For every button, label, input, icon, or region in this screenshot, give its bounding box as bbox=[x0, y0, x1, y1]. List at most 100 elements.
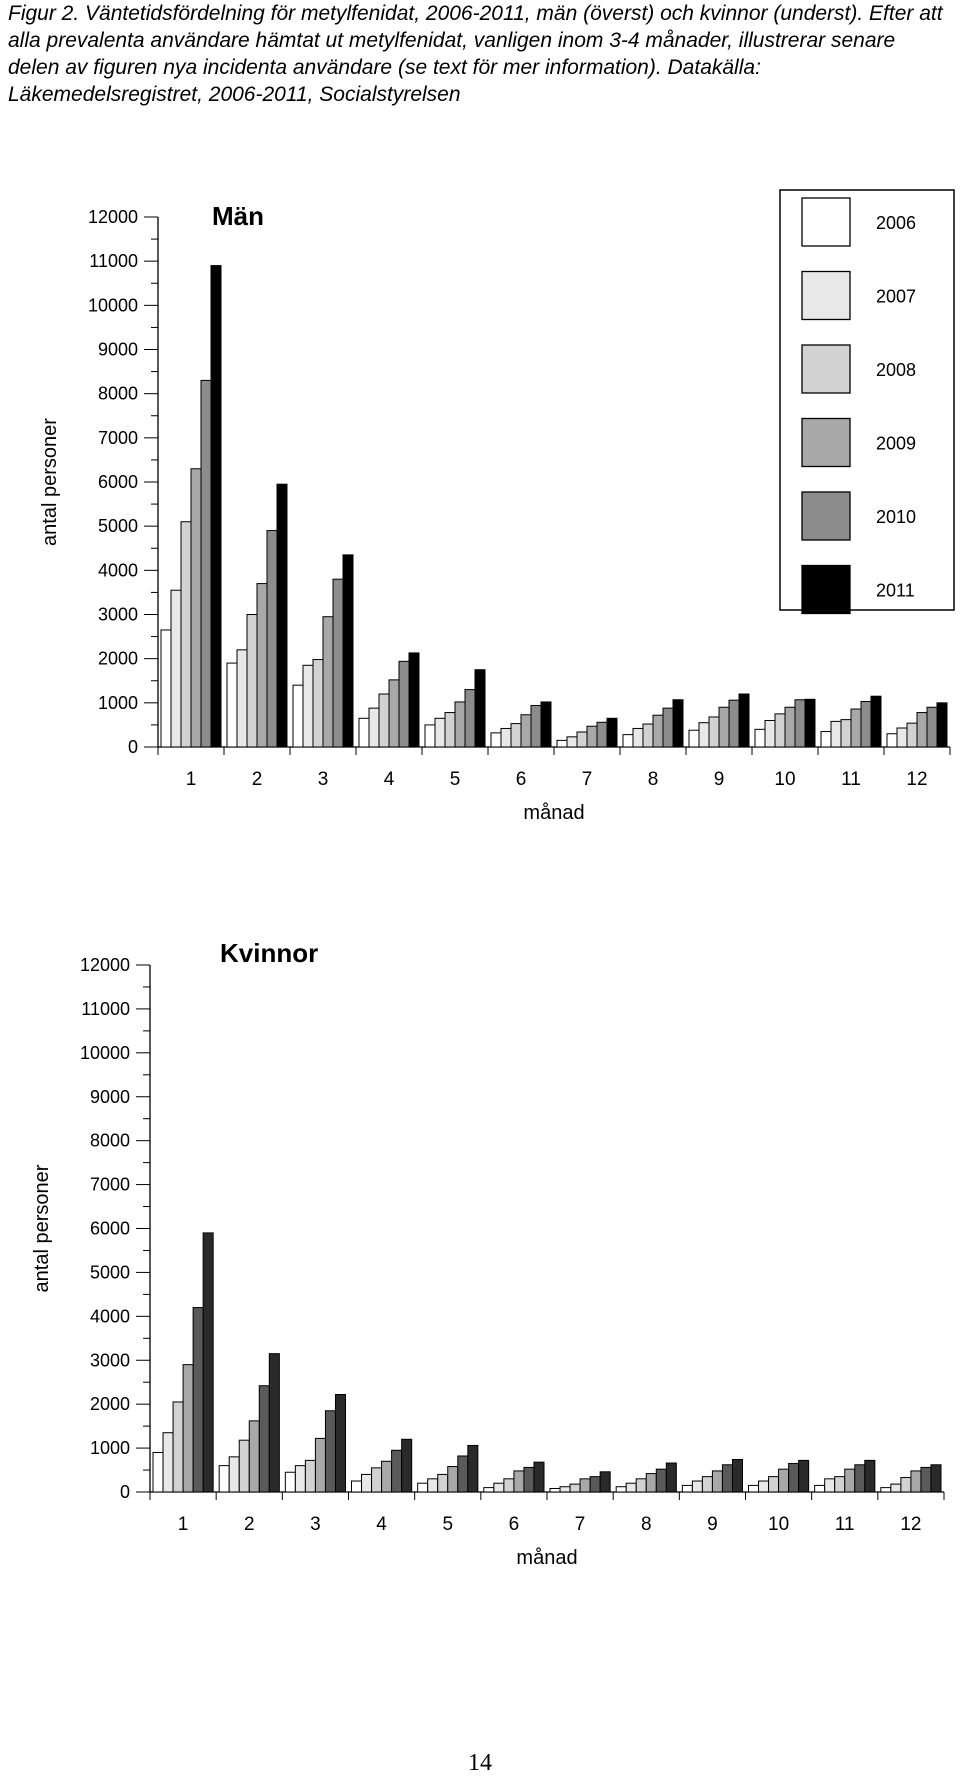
bar-2009-month-12 bbox=[916, 712, 928, 748]
bar-2011-month-5 bbox=[474, 669, 486, 748]
legend-swatch-2010 bbox=[801, 491, 851, 541]
bar-2010-month-10 bbox=[794, 699, 806, 748]
bar-2010-month-5 bbox=[464, 689, 476, 748]
bar-2007-month-11 bbox=[824, 1478, 836, 1493]
x-tick-label: 6 bbox=[509, 1514, 520, 1535]
bar-2009-month-11 bbox=[850, 708, 862, 748]
bar-2006-month-12 bbox=[880, 1487, 892, 1493]
legend-swatch-2008 bbox=[801, 344, 851, 394]
bar-2010-month-11 bbox=[854, 1464, 866, 1493]
bar-2008-month-2 bbox=[246, 614, 258, 748]
legend-swatch-2007 bbox=[801, 270, 851, 321]
bar-2007-month-1 bbox=[170, 589, 182, 748]
bar-2007-month-1 bbox=[162, 1432, 174, 1493]
y-tick-label: 5000 bbox=[90, 1262, 130, 1282]
bar-2009-month-7 bbox=[579, 1478, 591, 1493]
bar-2008-month-5 bbox=[444, 712, 456, 748]
bar-2010-month-12 bbox=[926, 706, 938, 748]
bar-2009-month-11 bbox=[844, 1468, 856, 1493]
chart-men: 0 1000 2000 3000 4000 5000 6000 7000 8000 9000 100… bbox=[39, 189, 955, 824]
bar-2008-month-5 bbox=[437, 1473, 449, 1493]
bar-2009-month-1 bbox=[190, 468, 202, 748]
chart-women: 0 1000 2000 3000 4000 5000 6000 7000 8000 9000 100… bbox=[31, 938, 945, 1569]
bar-2008-month-7 bbox=[569, 1483, 581, 1493]
bar-2011-month-11 bbox=[870, 695, 882, 748]
legend-swatch-2009 bbox=[801, 417, 851, 468]
bar-2006-month-1 bbox=[152, 1451, 164, 1493]
bar-2009-month-5 bbox=[447, 1466, 459, 1493]
bar-2007-month-4 bbox=[361, 1473, 373, 1493]
x-tick-label: 7 bbox=[575, 1514, 586, 1535]
bar-2008-month-3 bbox=[312, 659, 324, 748]
bar-2009-month-7 bbox=[586, 725, 598, 748]
y-tick-label: 6000 bbox=[90, 1219, 130, 1239]
bar-2007-month-2 bbox=[228, 1456, 240, 1493]
bar-2010-month-1 bbox=[192, 1307, 204, 1493]
bar-2007-month-12 bbox=[890, 1483, 902, 1493]
bar-2007-month-9 bbox=[698, 722, 710, 748]
legend-label-2009: 2009 bbox=[876, 434, 916, 454]
x-tick-label: 9 bbox=[714, 769, 725, 790]
bar-2010-month-3 bbox=[324, 1410, 336, 1493]
y-tick-label: 9000 bbox=[90, 1087, 130, 1107]
bar-2008-month-12 bbox=[900, 1477, 912, 1493]
bar-2008-month-9 bbox=[701, 1476, 713, 1493]
y-tick-label: 2000 bbox=[90, 1394, 130, 1414]
x-tick-label: 3 bbox=[318, 769, 329, 790]
y-axis-label: antal personer bbox=[31, 1164, 53, 1292]
y-tick-label: 10000 bbox=[80, 1043, 130, 1063]
bar-2006-month-4 bbox=[351, 1480, 363, 1493]
bar-2010-month-5 bbox=[457, 1455, 469, 1493]
bar-2011-month-10 bbox=[804, 698, 816, 748]
x-tick-label: 8 bbox=[648, 769, 659, 790]
y-tick-label: 1000 bbox=[98, 693, 138, 713]
x-axis-label: månad bbox=[523, 802, 584, 824]
bar-2007-month-6 bbox=[493, 1482, 505, 1493]
bar-2009-month-3 bbox=[314, 1437, 326, 1493]
bar-2009-month-6 bbox=[513, 1470, 525, 1493]
bar-2007-month-10 bbox=[758, 1480, 770, 1493]
bar-2009-month-2 bbox=[256, 583, 268, 748]
bar-2007-month-8 bbox=[625, 1482, 637, 1493]
bar-2006-month-6 bbox=[490, 732, 502, 748]
bar-2010-month-8 bbox=[662, 707, 674, 748]
bar-2011-month-6 bbox=[533, 1461, 545, 1493]
x-tick-label: 12 bbox=[906, 769, 927, 790]
x-tick-label: 11 bbox=[835, 1514, 855, 1535]
bar-2009-month-4 bbox=[381, 1460, 393, 1493]
bar-2009-month-8 bbox=[645, 1473, 657, 1493]
bar-2010-month-1 bbox=[200, 379, 212, 748]
bar-2007-month-5 bbox=[434, 717, 446, 748]
x-tick-label: 7 bbox=[582, 769, 593, 790]
bar-2010-month-11 bbox=[860, 701, 872, 748]
x-tick-label: 4 bbox=[376, 1514, 387, 1535]
bar-2006-month-11 bbox=[820, 731, 832, 748]
bar-2007-month-10 bbox=[764, 720, 776, 748]
bar-2011-month-8 bbox=[665, 1462, 677, 1493]
y-tick-label: 6000 bbox=[98, 472, 138, 492]
legend-label-2011: 2011 bbox=[876, 581, 915, 601]
bar-2006-month-8 bbox=[622, 734, 634, 748]
x-tick-label: 10 bbox=[768, 1514, 789, 1535]
bar-2008-month-6 bbox=[503, 1478, 515, 1493]
x-tick-label: 2 bbox=[252, 769, 263, 790]
x-tick-label: 5 bbox=[442, 1514, 453, 1535]
y-tick-label: 0 bbox=[128, 737, 138, 757]
bar-2008-month-8 bbox=[642, 723, 654, 748]
bar-2011-month-2 bbox=[268, 1353, 280, 1493]
legend-swatch-2011 bbox=[801, 564, 851, 615]
x-tick-label: 9 bbox=[707, 1514, 718, 1535]
bar-2007-month-2 bbox=[236, 649, 248, 748]
bar-2011-month-2 bbox=[276, 483, 288, 748]
bar-2010-month-7 bbox=[589, 1476, 601, 1493]
bar-2011-month-4 bbox=[401, 1438, 413, 1493]
bar-2011-month-7 bbox=[599, 1471, 611, 1493]
bar-2008-month-1 bbox=[172, 1401, 184, 1493]
bar-2010-month-6 bbox=[523, 1466, 535, 1493]
bar-2010-month-8 bbox=[655, 1468, 667, 1493]
bar-2006-month-3 bbox=[284, 1471, 296, 1493]
bar-2007-month-9 bbox=[691, 1480, 703, 1493]
y-tick-label: 1000 bbox=[90, 1438, 130, 1458]
x-tick-label: 1 bbox=[186, 769, 197, 790]
bar-2011-month-8 bbox=[672, 699, 684, 748]
